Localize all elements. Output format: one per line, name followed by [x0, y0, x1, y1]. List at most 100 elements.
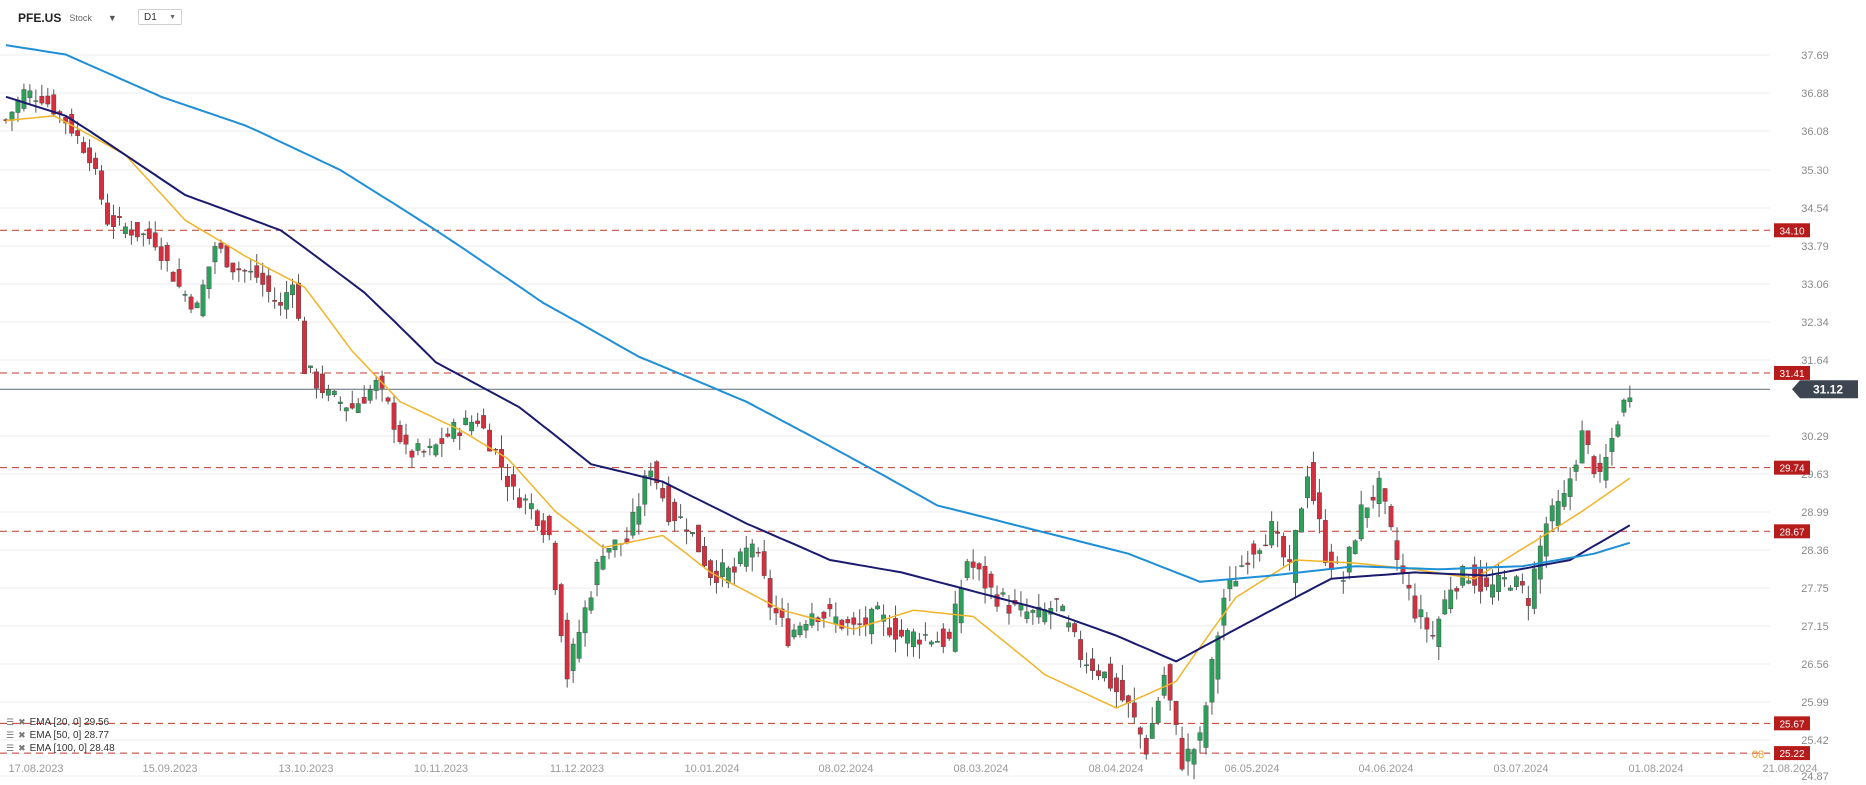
- candle-body: [367, 389, 373, 401]
- candle-body: [1036, 606, 1042, 618]
- candle-body: [421, 451, 427, 453]
- candle-body: [1119, 679, 1125, 701]
- candle-body: [976, 563, 982, 570]
- candle-body: [331, 390, 337, 395]
- legend-item-ema50[interactable]: ☰ ✖ EMA [50, 0] 28.77: [6, 729, 115, 742]
- candle: [1024, 598, 1030, 624]
- remove-icon[interactable]: ✖: [18, 730, 26, 740]
- candle: [117, 206, 122, 226]
- level-label: 29.74: [1779, 464, 1804, 475]
- candle-body: [893, 618, 898, 640]
- candle: [1173, 700, 1179, 735]
- candle-body: [1508, 587, 1513, 591]
- symbol-dropdown-icon[interactable]: ▼: [107, 13, 117, 23]
- candle: [1358, 490, 1364, 542]
- candle: [779, 598, 785, 627]
- candle: [528, 493, 534, 520]
- candle-body: [1030, 610, 1036, 613]
- candle: [952, 590, 958, 653]
- candle: [1060, 604, 1066, 612]
- candle: [1382, 488, 1388, 515]
- candle-body: [1263, 544, 1269, 547]
- candle: [1448, 576, 1454, 614]
- candle-body: [564, 619, 570, 680]
- candle-body: [1287, 559, 1292, 562]
- symbol-label[interactable]: PFE.US: [18, 11, 62, 25]
- candle-body: [1579, 430, 1585, 464]
- candle: [552, 540, 558, 596]
- legend-label: EMA [20, 0] 29.56: [29, 717, 110, 728]
- candle-body: [164, 245, 170, 261]
- current-price-label: 31.12: [1813, 382, 1843, 396]
- x-tick-label: 08.03.2024: [953, 763, 1008, 775]
- candle-body: [128, 229, 134, 236]
- candle-body: [696, 524, 701, 553]
- candle: [1245, 550, 1251, 575]
- candle: [946, 628, 952, 641]
- candle: [1167, 662, 1173, 711]
- candle-body: [1621, 399, 1627, 413]
- settings-icon[interactable]: ☰: [6, 730, 15, 740]
- candle: [164, 242, 170, 272]
- candle-body: [433, 444, 439, 456]
- candle: [254, 254, 260, 283]
- legend-item-ema20[interactable]: ☰ ✖ EMA [20, 0] 29.56: [6, 716, 115, 729]
- candle: [893, 605, 898, 653]
- candle: [260, 262, 266, 297]
- y-tick-label: 36.88: [1801, 88, 1829, 100]
- legend-label: EMA [50, 0] 28.77: [29, 730, 110, 741]
- level-label-box: [1774, 716, 1810, 731]
- candle: [134, 221, 140, 242]
- candle: [588, 591, 594, 614]
- candle-body: [552, 542, 558, 591]
- candle-body: [188, 296, 194, 310]
- candle-body: [821, 611, 827, 619]
- candle: [182, 290, 188, 302]
- candle: [122, 222, 128, 239]
- candle-body: [1394, 540, 1400, 560]
- candle: [188, 293, 194, 314]
- candle: [481, 408, 486, 430]
- candle: [349, 390, 355, 410]
- candle-body: [51, 94, 57, 115]
- candle-body: [475, 420, 481, 424]
- settings-icon[interactable]: ☰: [6, 717, 15, 727]
- remove-icon[interactable]: ✖: [18, 717, 26, 727]
- candle: [1519, 573, 1525, 594]
- candle-body: [594, 561, 600, 586]
- candle: [1322, 509, 1328, 567]
- candle-body: [982, 565, 988, 589]
- candle: [1263, 534, 1269, 547]
- candle-body: [1346, 546, 1352, 573]
- candle: [1585, 430, 1591, 455]
- candle-body: [355, 403, 361, 413]
- candle: [1030, 608, 1036, 625]
- candle-body: [39, 95, 45, 104]
- candle-body: [1514, 576, 1519, 587]
- candle-body: [1185, 748, 1191, 762]
- candle-body: [1418, 609, 1424, 618]
- candle: [1478, 559, 1483, 604]
- candle-body: [487, 429, 492, 452]
- candle-body: [970, 561, 976, 568]
- settings-icon[interactable]: ☰: [6, 743, 15, 753]
- candle-body: [1239, 565, 1245, 567]
- candle: [337, 396, 343, 411]
- candle: [875, 601, 881, 610]
- candle-body: [260, 272, 266, 285]
- candle: [1376, 470, 1382, 518]
- candle-body: [1549, 505, 1555, 522]
- legend-item-ema100[interactable]: ☰ ✖ EMA [100, 0] 28.48: [6, 742, 115, 755]
- remove-icon[interactable]: ✖: [18, 743, 26, 753]
- candle-body: [1197, 732, 1203, 741]
- timeframe-select[interactable]: D1 ▼: [138, 9, 182, 25]
- ema100-line: [5, 44, 1631, 583]
- candle-body: [1388, 505, 1394, 528]
- candle: [230, 262, 236, 280]
- level-label: 31.41: [1779, 369, 1804, 380]
- candle: [833, 602, 839, 633]
- candle: [1394, 527, 1400, 571]
- candle: [242, 268, 248, 283]
